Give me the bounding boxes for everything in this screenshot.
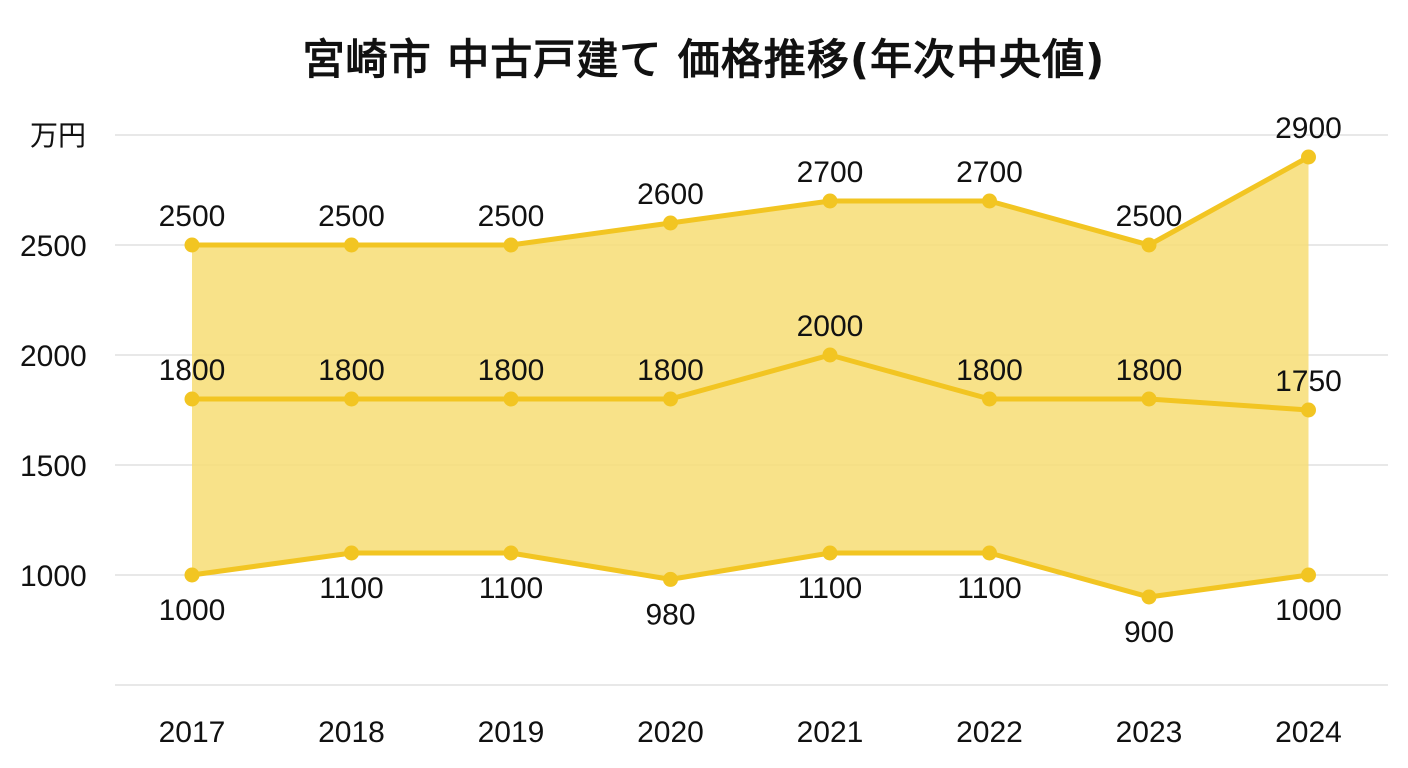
data-point — [663, 215, 678, 231]
data-labels: 2500 2500 2500 2600 2700 2700 2500 2900 1800 1800… — [159, 112, 1342, 649]
data-point — [1301, 149, 1316, 165]
y-tick-label: 1000 — [20, 560, 87, 593]
x-tick-label: 2019 — [478, 716, 545, 749]
data-point — [1141, 589, 1157, 605]
data-label: 1000 — [1275, 594, 1342, 627]
data-point — [822, 347, 838, 363]
data-label: 1800 — [159, 354, 226, 387]
data-label: 2500 — [478, 200, 545, 233]
data-label: 2600 — [637, 178, 704, 211]
data-point — [503, 391, 519, 407]
data-point — [1141, 237, 1157, 253]
x-tick-label: 2024 — [1275, 716, 1342, 749]
x-tick-label: 2023 — [1116, 716, 1183, 749]
data-label: 2900 — [1275, 112, 1342, 145]
chart-title: 宮崎市 中古戸建て 価格推移(年次中央値) — [302, 35, 1106, 84]
data-label: 1800 — [956, 354, 1023, 387]
data-point — [184, 237, 200, 253]
x-tick-label: 2018 — [318, 716, 385, 749]
data-label: 1000 — [159, 594, 226, 627]
series-lines — [191, 154, 1310, 600]
series-line — [192, 352, 1309, 413]
data-label: 2500 — [318, 200, 385, 233]
data-point — [1301, 402, 1316, 418]
data-point — [184, 391, 200, 407]
data-label: 1800 — [637, 354, 704, 387]
data-point — [822, 193, 838, 209]
data-label: 1800 — [318, 354, 385, 387]
data-point — [503, 237, 519, 253]
x-tick-label: 2022 — [956, 716, 1023, 749]
data-label: 2500 — [159, 200, 226, 233]
x-tick-label: 2021 — [797, 716, 864, 749]
data-label: 2000 — [797, 310, 864, 343]
data-point — [344, 391, 359, 407]
data-point — [344, 237, 359, 253]
data-point — [1301, 567, 1316, 583]
data-label: 900 — [1124, 616, 1174, 649]
data-label: 1100 — [957, 572, 1022, 605]
data-point — [822, 545, 838, 561]
y-tick-label: 2500 — [20, 230, 87, 263]
data-label: 1750 — [1275, 365, 1342, 398]
data-point — [982, 391, 997, 407]
data-label: 1100 — [319, 572, 384, 605]
x-tick-label: 2017 — [159, 716, 226, 749]
data-point — [982, 545, 997, 561]
data-point — [1141, 391, 1157, 407]
axis-labels: 万円 1000 1500 2000 2500 2017 2018 2019 2020 2021 2… — [20, 119, 1342, 749]
y-tick-label: 1500 — [20, 450, 87, 483]
data-point — [663, 571, 678, 587]
data-point — [663, 391, 678, 407]
data-points — [184, 149, 1316, 605]
data-label: 1100 — [798, 572, 863, 605]
data-point — [184, 567, 200, 583]
data-label: 2700 — [797, 156, 864, 189]
data-label: 1800 — [1116, 354, 1183, 387]
data-point — [982, 193, 997, 209]
data-label: 1100 — [479, 572, 544, 605]
data-label: 980 — [645, 598, 695, 631]
series-line — [191, 550, 1309, 600]
series-line — [192, 154, 1310, 248]
data-label: 2500 — [1116, 200, 1183, 233]
data-point — [344, 545, 359, 561]
x-tick-label: 2020 — [637, 716, 704, 749]
data-label: 1800 — [478, 354, 545, 387]
data-label: 2700 — [956, 156, 1023, 189]
y-tick-label: 2000 — [20, 340, 87, 373]
data-point — [503, 545, 519, 561]
y-unit-label: 万円 — [30, 119, 86, 152]
